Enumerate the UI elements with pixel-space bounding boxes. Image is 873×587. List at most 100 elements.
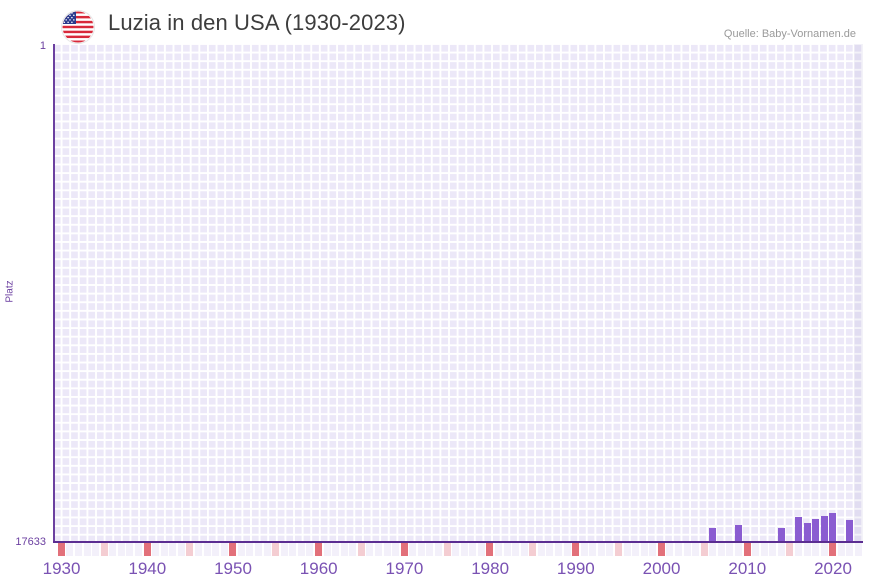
x-tick-1959 [306,543,314,556]
grid-lines [53,44,863,543]
x-tick-1937 [117,543,125,556]
x-tick-label-1980: 1980 [471,559,510,578]
x-tick-1979 [477,543,485,556]
x-tick-2018 [812,543,820,556]
x-tick-1963 [340,543,348,556]
x-tick-1983 [512,543,520,556]
x-tick-label-1930: 1930 [42,559,81,578]
y-axis-top-label: 1 [39,40,46,52]
x-tick-2007 [717,543,725,556]
x-tick-2012 [760,543,768,556]
x-tick-2011 [752,543,760,556]
x-tick-1957 [289,543,297,556]
us-flag-icon [62,11,94,43]
source-attribution: Quelle: Baby-Vornamen.de [723,28,856,40]
x-tick-1964 [349,543,357,556]
x-tick-label-2010: 2010 [728,559,767,578]
x-tick-1938 [126,543,134,556]
x-tick-major-2010 [743,543,751,556]
x-tick-2005 [700,543,708,556]
x-tick-1956 [280,543,288,556]
plot-area [53,44,863,543]
x-tick-1958 [297,543,305,556]
x-tick-1994 [606,543,614,556]
bar-series [53,44,863,543]
x-tick-2015 [786,543,794,556]
x-tick-1943 [169,543,177,556]
x-tick-1939 [135,543,142,556]
x-tick-1952 [246,543,254,556]
x-tick-1981 [495,543,502,556]
x-tick-major-2020 [829,543,837,556]
x-tick-label-1940: 1940 [128,559,167,578]
x-tick-2002 [675,543,682,556]
x-tick-1971 [409,543,417,556]
x-tick-2019 [820,543,828,556]
x-tick-major-1990 [572,543,580,556]
x-tick-label-1950: 1950 [214,559,252,578]
x-tick-1969 [392,543,400,556]
y-axis-title: Platz [4,280,16,303]
bar-2014 [777,528,785,543]
x-axis-tick-strip [53,543,863,556]
x-tick-1995 [615,543,622,556]
bar-2019 [820,516,828,543]
x-tick-1987 [546,543,554,556]
x-tick-1974 [435,543,442,556]
x-tick-1945 [186,543,194,556]
x-tick-1993 [597,543,605,556]
x-tick-1934 [92,543,100,556]
bar-2018 [812,519,820,543]
x-tick-1976 [452,543,460,556]
x-tick-1973 [426,543,434,556]
x-tick-1955 [272,543,280,556]
x-tick-1972 [417,543,425,556]
x-tick-major-1960 [315,543,322,556]
bar-2006 [709,528,717,543]
x-tick-1989 [563,543,571,556]
x-tick-1954 [263,543,271,556]
x-tick-1944 [177,543,185,556]
x-tick-1961 [323,543,331,556]
x-tick-2009 [735,543,742,556]
x-tick-1975 [443,543,451,556]
x-tick-1951 [237,543,245,556]
x-tick-1977 [460,543,468,556]
x-tick-1947 [203,543,211,556]
x-tick-label-1990: 1990 [556,559,595,578]
x-tick-1941 [152,543,160,556]
x-tick-1946 [195,543,202,556]
x-tick-2017 [803,543,811,556]
x-tick-2013 [769,543,777,556]
x-tick-1931 [66,543,74,556]
x-tick-2001 [666,543,674,556]
x-tick-major-1980 [486,543,494,556]
bar-2009 [735,525,742,543]
chart-title: Luzia in den USA (1930-2023) [108,10,406,35]
x-axis-line [53,541,863,543]
x-tick-1982 [503,543,511,556]
x-tick-2014 [777,543,785,556]
x-tick-1968 [383,543,391,556]
x-tick-1948 [212,543,220,556]
x-tick-major-1970 [400,543,408,556]
x-tick-label-2020: 2020 [814,559,852,578]
x-tick-major-1940 [143,543,151,556]
y-axis-bottom-label: 17633 [15,536,46,548]
x-tick-1998 [640,543,648,556]
bar-2020 [829,513,837,543]
x-tick-1936 [109,543,117,556]
x-tick-label-1960: 1960 [299,559,338,578]
x-tick-1965 [357,543,365,556]
x-tick-2003 [683,543,691,556]
x-tick-2022 [846,543,854,556]
x-tick-2021 [837,543,845,556]
x-tick-1932 [75,543,82,556]
x-tick-major-1950 [229,543,237,556]
x-tick-1967 [375,543,382,556]
bar-2016 [795,517,802,543]
x-tick-2004 [692,543,700,556]
chart-header: Luzia in den USA (1930-2023) Quelle: Bab… [0,0,873,44]
x-tick-1949 [220,543,228,556]
x-tick-major-1930 [57,543,65,556]
